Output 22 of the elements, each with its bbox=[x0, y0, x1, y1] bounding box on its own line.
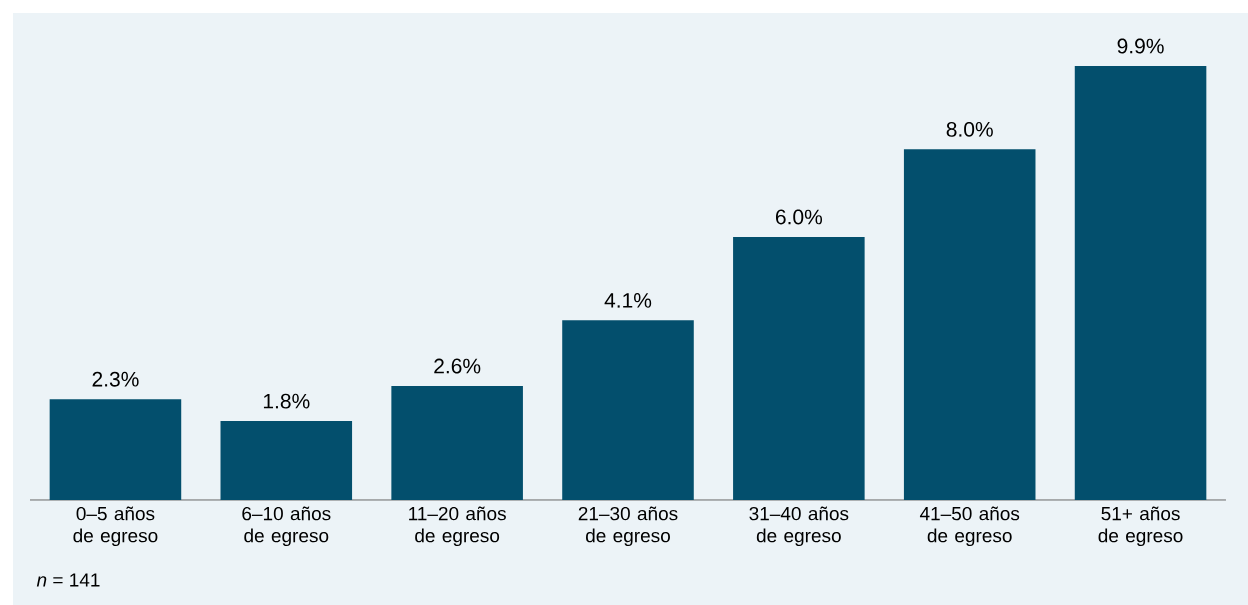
x-tick-label: 6–10 años de egreso bbox=[242, 506, 331, 547]
x-tick-label: 41–50 años de egreso bbox=[919, 506, 1020, 547]
data-label: 1.8% bbox=[263, 393, 310, 409]
x-tick-label: 51+ años de egreso bbox=[1098, 506, 1183, 547]
bar bbox=[733, 236, 865, 500]
bar bbox=[49, 399, 182, 500]
bar bbox=[220, 421, 353, 500]
bar bbox=[1074, 66, 1207, 500]
data-label: 9.9% bbox=[1117, 38, 1164, 54]
data-label: 4.1% bbox=[604, 293, 652, 308]
data-label: 2.3% bbox=[92, 371, 139, 387]
text: n = 141 bbox=[36, 573, 100, 587]
x-tick-label: 21–30 años de egreso bbox=[578, 506, 678, 547]
data-label: 2.6% bbox=[434, 358, 481, 374]
x-tick-label: 31–40 años de egreso bbox=[749, 506, 849, 547]
data-label: 8.0% bbox=[946, 121, 993, 137]
x-tick-label: 0–5 años de egreso bbox=[73, 506, 158, 547]
bar bbox=[903, 149, 1036, 500]
bar bbox=[562, 320, 694, 500]
data-label: 6.0% bbox=[775, 209, 823, 225]
bar bbox=[391, 386, 523, 500]
x-tick-label: 11–20 años de egreso bbox=[409, 506, 506, 547]
